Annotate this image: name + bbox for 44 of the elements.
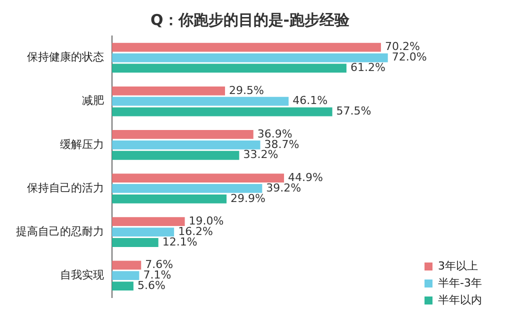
bar: [112, 140, 260, 150]
chart-title: Q：你跑步的目的是-跑步经验: [150, 10, 350, 29]
data-label: 72.0%: [392, 50, 427, 64]
bar: [112, 150, 240, 160]
y-tick-label: 提高自己的忍耐力: [16, 224, 104, 238]
bar: [112, 238, 158, 247]
data-label: 5.6%: [137, 278, 166, 292]
bar: [112, 107, 332, 116]
data-label: 61.2%: [350, 61, 386, 74]
bar: [112, 64, 346, 73]
data-label: 29.9%: [230, 192, 266, 205]
bar: [112, 96, 289, 106]
bar: [112, 184, 262, 193]
legend-label: 3年以上: [438, 259, 478, 272]
legend-label: 半年-3年: [438, 276, 482, 290]
data-label: 57.5%: [336, 104, 372, 118]
y-tick-label: 减肥: [82, 94, 104, 108]
y-tick-label: 自我实现: [60, 268, 104, 282]
bar: [112, 174, 284, 182]
data-label: 16.2%: [178, 224, 214, 238]
legend-label: 半年以内: [438, 293, 482, 306]
bar: [112, 53, 388, 62]
data-label: 33.2%: [243, 148, 278, 162]
y-tick-label: 缓解压力: [60, 138, 104, 151]
data-label: 70.2%: [384, 40, 420, 54]
data-label: 12.1%: [162, 235, 198, 248]
y-tick-label: 保持自己的活力: [27, 181, 104, 194]
data-label: 29.5%: [229, 84, 264, 97]
bar: [112, 130, 254, 139]
data-label: 39.2%: [266, 181, 302, 194]
data-label: 19.0%: [188, 214, 224, 228]
data-label: 46.1%: [292, 94, 328, 108]
bar: [112, 260, 142, 270]
data-label: 36.9%: [257, 127, 292, 140]
bar: [112, 86, 226, 96]
data-label: 44.9%: [288, 170, 323, 184]
bar: [112, 194, 227, 204]
bar: [112, 217, 185, 226]
bar: [112, 282, 134, 291]
bar: [112, 271, 140, 280]
bar: [112, 42, 381, 52]
bar: [112, 228, 174, 236]
data-label: 38.7%: [264, 138, 300, 151]
y-tick-label: 保持健康的状态: [27, 50, 104, 64]
